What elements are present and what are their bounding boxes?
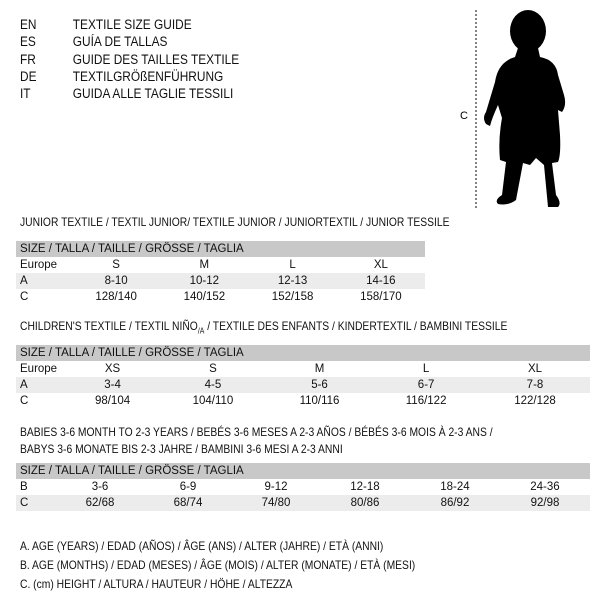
row-label: Europe xyxy=(20,363,58,375)
cell: 116/122 xyxy=(405,395,447,407)
row-label: A xyxy=(16,377,66,393)
legend: A. AGE (YEARS) / EDAD (AÑOS) / ÂGE (ANS)… xyxy=(20,537,415,594)
babies-title-line1: BABIES 3-6 MONTH TO 2-3 YEARS / BEBÉS 3-… xyxy=(20,425,493,439)
table-row: C 98/104 104/110 110/116 116/122 122/128 xyxy=(16,393,590,409)
header-label: SIZE / TALLA / TAILLE / GRÖSSE / TAGLIA xyxy=(16,241,425,257)
cell: XS xyxy=(104,363,121,375)
cell: 98/104 xyxy=(94,395,131,407)
row-label: B xyxy=(20,481,28,493)
children-size-table: SIZE / TALLA / TAILLE / GRÖSSE / TAGLIA … xyxy=(16,345,590,409)
lang-code: EN xyxy=(20,17,37,32)
table-row: C 62/68 68/74 74/80 80/86 86/92 92/98 xyxy=(16,495,590,511)
cell: 110/116 xyxy=(299,395,340,407)
cell: 10-12 xyxy=(160,273,249,289)
cell: 104/110 xyxy=(192,395,234,407)
table-header-row: SIZE / TALLA / TAILLE / GRÖSSE / TAGLIA xyxy=(16,463,590,479)
cell: 74/80 xyxy=(232,495,320,511)
cell: 122/128 xyxy=(514,395,556,407)
cell: 8-10 xyxy=(72,273,161,289)
cell: 6-9 xyxy=(179,481,197,493)
cell: 24-36 xyxy=(530,481,560,493)
cell: 92/98 xyxy=(499,495,590,511)
cell: 152/158 xyxy=(271,291,314,303)
table-row: Europe XS S M L XL xyxy=(16,361,590,377)
cell: 80/86 xyxy=(320,495,410,511)
figure-label: C xyxy=(460,110,468,122)
cell: 158/170 xyxy=(360,291,402,303)
junior-title: JUNIOR TEXTILE / TEXTIL JUNIOR/ TEXTILE … xyxy=(20,215,450,229)
table-row: C 128/140 140/152 152/158 158/170 xyxy=(16,289,425,305)
cell: S xyxy=(112,259,120,271)
lang-code: DE xyxy=(20,68,37,84)
lang-title: GUÍA DE TALLAS xyxy=(72,34,168,50)
cell: S xyxy=(209,363,217,375)
children-title: CHILDREN'S TEXTILE / TEXTIL NIÑO/A / TEX… xyxy=(20,318,507,339)
header-label: SIZE / TALLA / TAILLE / GRÖSSE / TAGLIA xyxy=(16,345,590,361)
title-subscript: /A xyxy=(197,326,205,336)
table-row: A 3-4 4-5 5-6 6-7 7-8 xyxy=(16,377,590,393)
cell: 14-16 xyxy=(336,273,425,289)
cell: 86/92 xyxy=(409,495,500,511)
cell: 68/74 xyxy=(144,495,232,511)
row-label: C xyxy=(20,395,29,407)
legend-item: B. AGE (MONTHS) / EDAD (MESES) / ÂGE (MO… xyxy=(20,558,416,572)
cell: 128/140 xyxy=(95,291,137,303)
table-header-row: SIZE / TALLA / TAILLE / GRÖSSE / TAGLIA xyxy=(16,241,425,257)
cell: 3-4 xyxy=(66,377,160,393)
cell: 6-7 xyxy=(372,377,480,393)
cell: 62/68 xyxy=(56,495,144,511)
cell: 140/152 xyxy=(183,291,226,303)
cell: 5-6 xyxy=(266,377,373,393)
lang-code: FR xyxy=(20,51,36,67)
cell: M xyxy=(314,363,325,375)
lang-code: ES xyxy=(20,34,36,50)
header-label: SIZE / TALLA / TAILLE / GRÖSSE / TAGLIA xyxy=(16,463,590,479)
cell: 3-6 xyxy=(91,481,109,493)
cell: 9-12 xyxy=(264,481,288,493)
cell: M xyxy=(199,259,210,271)
child-silhouette-icon: C xyxy=(460,10,566,208)
table-row: Europe S M L XL xyxy=(16,257,425,273)
lang-code: IT xyxy=(20,86,31,102)
lang-title: GUIDE DES TAILLES TEXTILE xyxy=(72,51,240,67)
cell: L xyxy=(289,259,296,271)
title-part: CHILDREN'S TEXTILE / TEXTIL NIÑO xyxy=(20,319,198,333)
table-row: A 8-10 10-12 12-13 14-16 xyxy=(16,273,425,289)
cell: XL xyxy=(527,363,543,375)
cell: 18-24 xyxy=(440,481,470,493)
lang-title: TEXTILE SIZE GUIDE xyxy=(72,17,192,32)
babies-size-table: SIZE / TALLA / TAILLE / GRÖSSE / TAGLIA … xyxy=(16,463,590,511)
row-label: C xyxy=(20,291,29,303)
title-part: / TEXTILE DES ENFANTS / KINDERTEXTIL / B… xyxy=(204,319,508,333)
babies-title-line2: BABYS 3-6 MONATE BIS 2-3 JAHRE / BAMBINI… xyxy=(20,442,343,456)
table-header-row: SIZE / TALLA / TAILLE / GRÖSSE / TAGLIA xyxy=(16,345,590,361)
cell: 7-8 xyxy=(479,377,590,393)
language-titles: EN TEXTILE SIZE GUIDE ES GUÍA DE TALLAS FR… xyxy=(20,16,239,102)
table-row: B 3-6 6-9 9-12 12-18 18-24 24-36 xyxy=(16,479,590,495)
legend-item: C. (cm) HEIGHT / ALTURA / HAUTEUR / HÖHE… xyxy=(20,577,293,591)
cell: L xyxy=(422,363,430,375)
cell: 12-13 xyxy=(248,273,337,289)
legend-item: A. AGE (YEARS) / EDAD (AÑOS) / ÂGE (ANS)… xyxy=(20,539,384,553)
row-label: A xyxy=(16,273,72,289)
row-label: C xyxy=(16,495,56,511)
cell: 4-5 xyxy=(159,377,267,393)
lang-title: GUIDA ALLE TAGLIE TESSILI xyxy=(72,86,234,102)
cell: 12-18 xyxy=(350,481,380,493)
cell: XL xyxy=(373,259,388,271)
row-label: Europe xyxy=(20,259,58,271)
lang-title: TEXTILGRÖßENFÜHRUNG xyxy=(72,68,224,84)
junior-size-table: SIZE / TALLA / TAILLE / GRÖSSE / TAGLIA … xyxy=(16,241,425,305)
